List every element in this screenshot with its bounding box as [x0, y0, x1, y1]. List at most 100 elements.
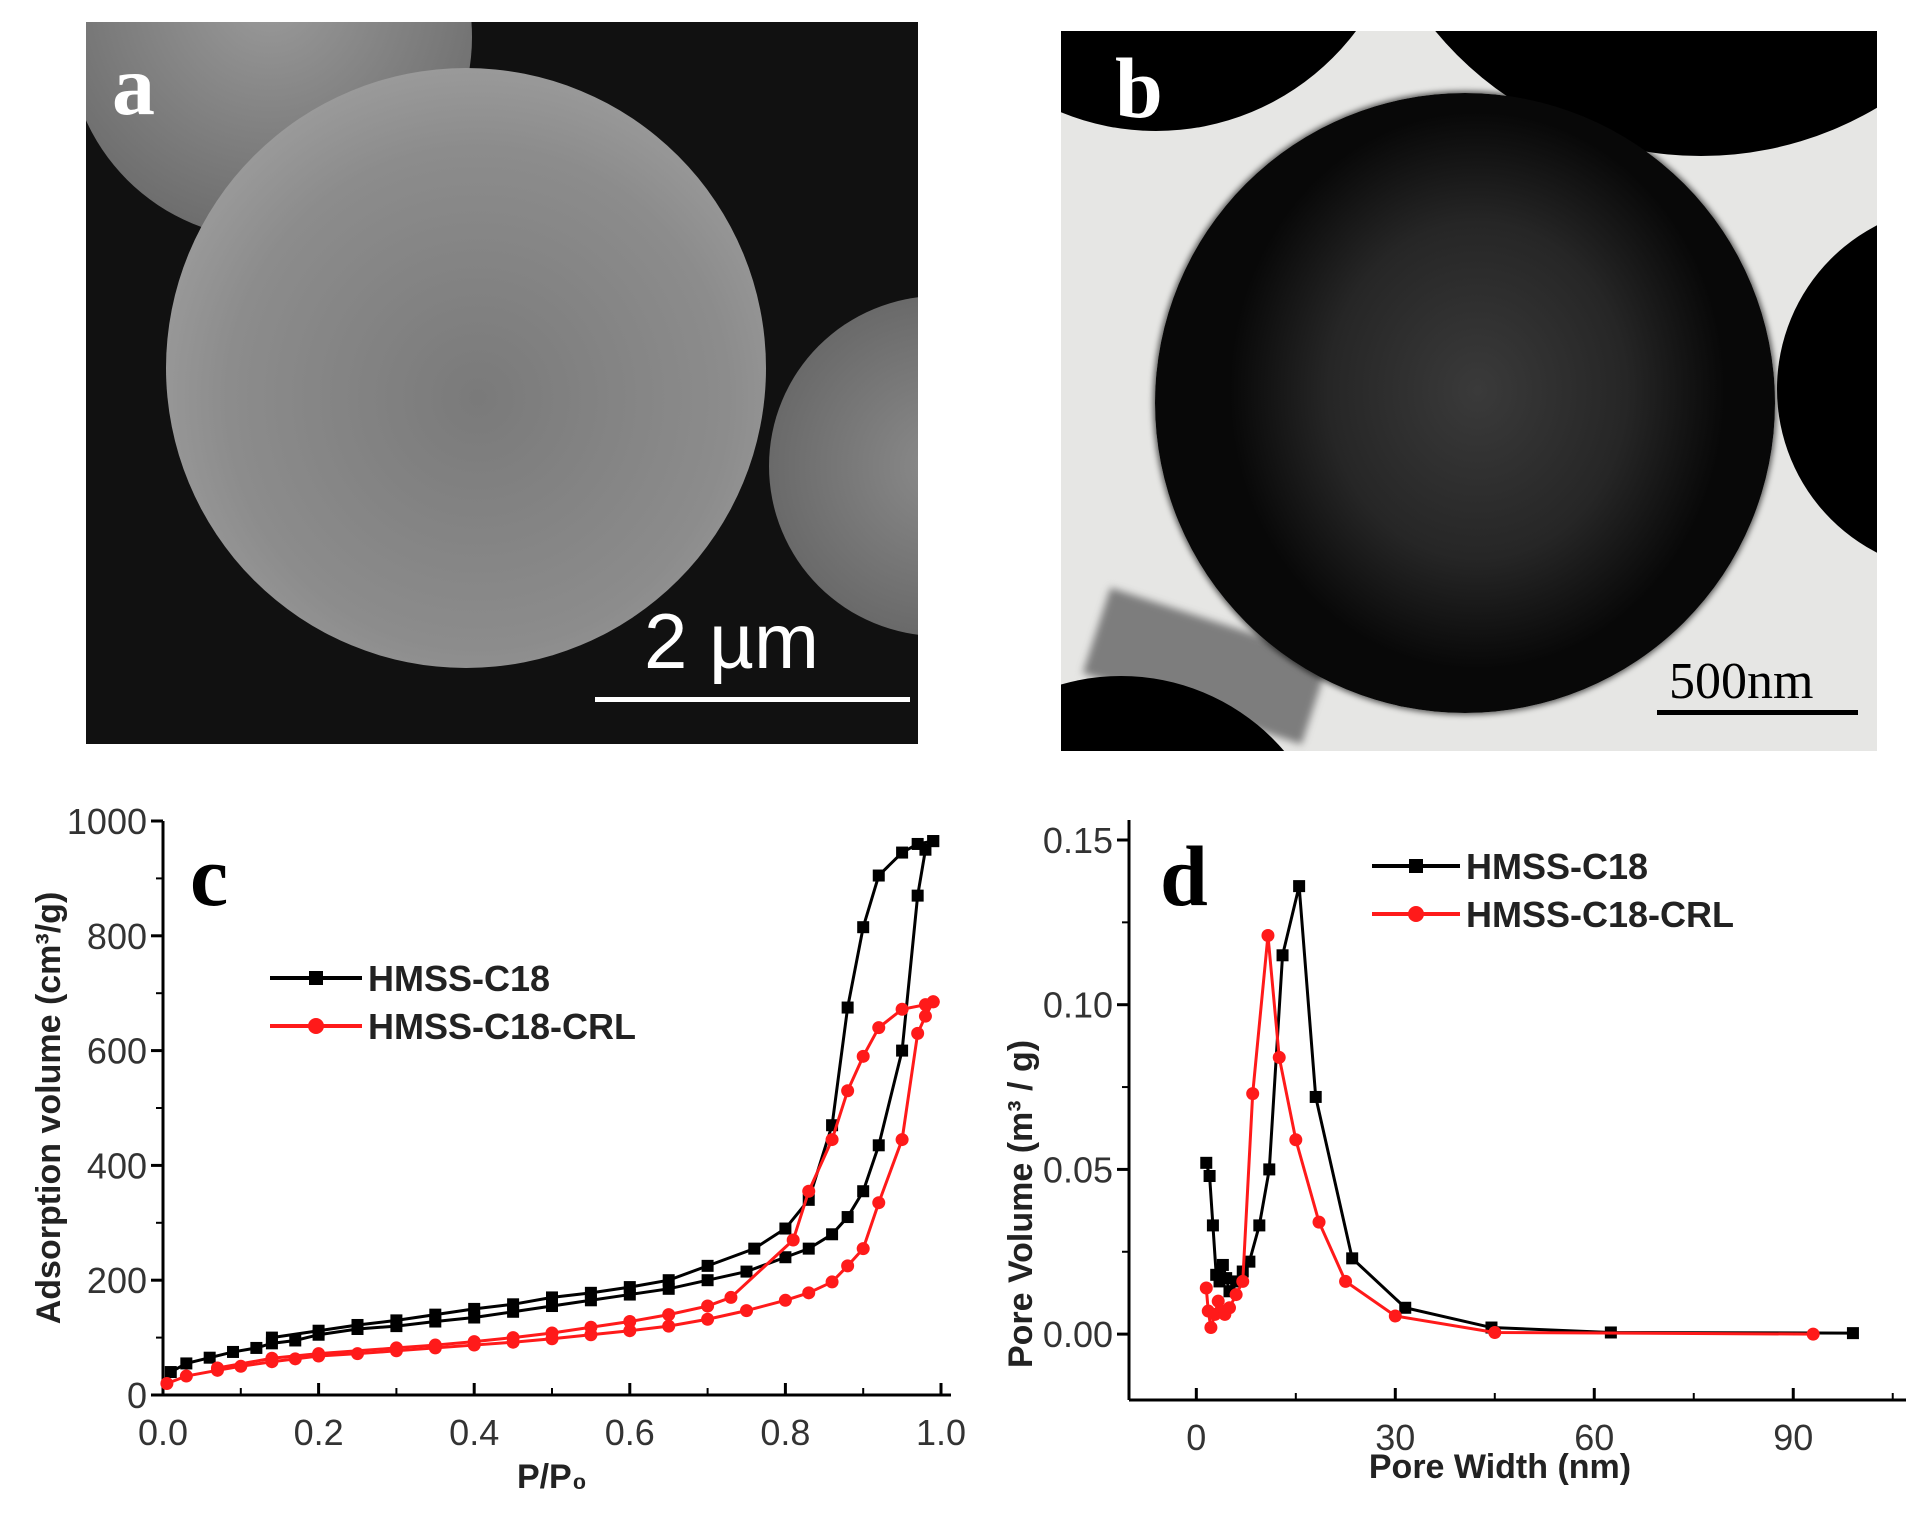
- data-point: [164, 1366, 177, 1379]
- data-point: [662, 1274, 675, 1287]
- x-tick-label: 0.0: [138, 1412, 188, 1453]
- y-tick-label: 800: [87, 916, 147, 957]
- data-point: [312, 1347, 326, 1361]
- data-point: [1312, 1215, 1326, 1229]
- data-point: [1388, 1309, 1402, 1323]
- legend-marker: [308, 1018, 324, 1034]
- data-point: [662, 1319, 676, 1333]
- data-point: [250, 1341, 263, 1354]
- data-point: [623, 1281, 636, 1294]
- panel-label: d: [1160, 828, 1208, 924]
- data-point: [1263, 1163, 1276, 1176]
- data-point: [778, 1293, 792, 1307]
- tem-image-panel: b 500nm: [1061, 31, 1877, 751]
- data-point: [351, 1318, 364, 1331]
- data-point: [779, 1251, 792, 1264]
- series-line: [1204, 885, 1853, 1335]
- data-point: [802, 1286, 816, 1300]
- series-line: [166, 1001, 935, 1385]
- data-point: [1846, 1327, 1859, 1340]
- x-axis-label: P/P₀: [517, 1458, 587, 1496]
- data-point: [872, 869, 885, 882]
- data-point: [1488, 1325, 1502, 1339]
- series-line: [271, 839, 934, 1340]
- data-point: [545, 1326, 559, 1340]
- data-point: [918, 1009, 932, 1023]
- data-point: [1206, 1219, 1219, 1232]
- data-point: [856, 1049, 870, 1063]
- scale-bar: [1657, 710, 1858, 715]
- data-point: [623, 1315, 637, 1329]
- panel-label: c: [190, 828, 228, 924]
- data-point: [857, 921, 870, 934]
- legend-marker: [309, 971, 323, 985]
- legend-marker: [1409, 859, 1423, 873]
- scale-bar-label: 500nm: [1669, 653, 1814, 710]
- data-point: [872, 1021, 886, 1035]
- scale-bar-label: 2 µm: [644, 597, 819, 685]
- data-point: [265, 1351, 279, 1365]
- data-point: [896, 1044, 909, 1057]
- series-hmss-c18-crl: [1199, 929, 1820, 1341]
- x-tick-label: 0: [1186, 1417, 1206, 1458]
- data-point: [312, 1324, 325, 1337]
- data-point: [911, 889, 924, 902]
- legend-label: HMSS-C18-CRL: [1466, 894, 1734, 935]
- data-point: [841, 1211, 854, 1224]
- data-point: [1289, 1133, 1303, 1147]
- y-tick-label: 600: [87, 1031, 147, 1072]
- series-hmss-c18-crl: [160, 995, 940, 1391]
- data-point: [701, 1312, 715, 1326]
- data-point: [911, 837, 924, 850]
- data-point: [895, 1133, 909, 1147]
- data-point: [1253, 1219, 1266, 1232]
- data-point: [1261, 929, 1275, 943]
- data-point: [724, 1290, 738, 1304]
- data-point: [1229, 1288, 1243, 1302]
- hollow-sphere: [1155, 93, 1775, 713]
- data-point: [1211, 1294, 1225, 1308]
- data-point: [911, 1026, 925, 1040]
- panel-label-b: b: [1115, 40, 1163, 136]
- data-point: [740, 1304, 753, 1318]
- legend-marker: [1408, 906, 1424, 922]
- chart-c: 0.0 0.2 0.4 0.6 0.8 1.0 0 200 400 600 800 1000 P/P₀ A…: [30, 801, 966, 1496]
- data-point: [918, 998, 932, 1012]
- data-point: [872, 1139, 885, 1152]
- data-point: [546, 1291, 558, 1304]
- data-point: [180, 1357, 193, 1370]
- data-point: [429, 1308, 442, 1321]
- data-point: [701, 1299, 715, 1313]
- data-point: [1246, 1087, 1260, 1101]
- data-point: [841, 1259, 855, 1273]
- x-tick-label: 0.8: [760, 1412, 810, 1453]
- data-point: [802, 1242, 815, 1255]
- data-point: [1399, 1301, 1412, 1314]
- data-point: [265, 1331, 278, 1344]
- data-point: [1236, 1274, 1250, 1288]
- y-tick-label: 0.15: [1043, 820, 1113, 861]
- data-point: [1243, 1255, 1256, 1268]
- data-point: [1200, 1156, 1213, 1169]
- data-point: [584, 1320, 598, 1334]
- data-point: [825, 1133, 839, 1147]
- x-tick-label: 90: [1773, 1417, 1813, 1458]
- data-point: [468, 1302, 481, 1315]
- data-point: [1204, 1321, 1218, 1335]
- data-point: [1293, 880, 1306, 893]
- data-point: [428, 1338, 442, 1352]
- panel-label-a: a: [112, 37, 155, 133]
- data-point: [1309, 1090, 1322, 1103]
- data-point: [289, 1334, 302, 1347]
- series-hmss-c18: [164, 835, 940, 1379]
- data-point: [701, 1259, 714, 1272]
- data-point: [786, 1233, 800, 1247]
- legend-label: HMSS-C18-CRL: [368, 1006, 636, 1047]
- x-tick-label: 0.2: [294, 1412, 344, 1453]
- y-axis-label: Adsorption volume (cm³/g): [30, 892, 68, 1325]
- data-point: [896, 846, 909, 859]
- data-point: [841, 1001, 854, 1014]
- data-point: [1346, 1252, 1359, 1265]
- data-point: [662, 1308, 676, 1322]
